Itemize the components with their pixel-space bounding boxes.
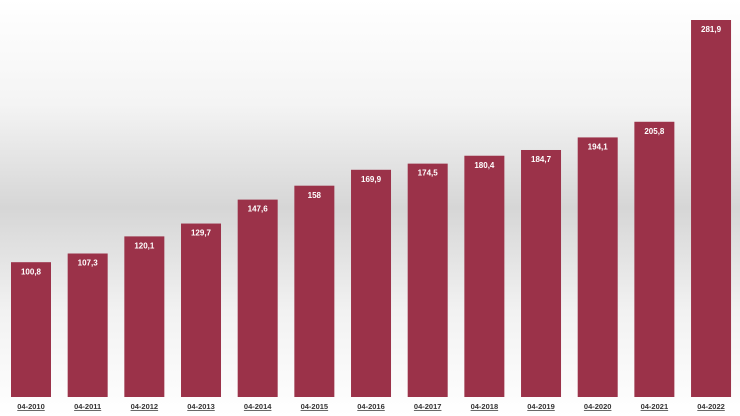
x-tick-label: 04-2019: [527, 402, 555, 411]
x-tick-label: 04-2016: [357, 402, 385, 411]
x-tick-label: 04-2017: [414, 402, 442, 411]
x-tick-label: 04-2018: [471, 402, 499, 411]
value-label: 100,8: [21, 267, 42, 276]
value-label: 169,9: [361, 175, 382, 184]
value-label: 174,5: [418, 169, 439, 178]
value-label: 281,9: [701, 25, 722, 34]
x-tick-label: 04-2015: [301, 402, 329, 411]
bar: [407, 163, 448, 397]
bar: [67, 253, 108, 397]
x-tick-label: 04-2010: [17, 402, 45, 411]
x-tick-label: 04-2012: [131, 402, 159, 411]
x-tick-label: 04-2014: [244, 402, 272, 411]
x-tick-label: 04-2011: [74, 402, 101, 411]
x-tick-label: 04-2020: [584, 402, 612, 411]
value-label: 129,7: [191, 229, 212, 238]
value-label: 158: [308, 191, 322, 200]
bar: [521, 149, 562, 397]
value-label: 107,3: [78, 259, 99, 268]
x-tick-label: 04-2021: [641, 402, 669, 411]
value-label: 205,8: [644, 127, 665, 136]
bar: [237, 199, 278, 397]
bar: [351, 169, 392, 397]
bar: [11, 262, 51, 397]
x-tick-label: 04-2013: [187, 402, 215, 411]
value-label: 120,1: [134, 241, 155, 250]
bar: [634, 121, 675, 397]
value-label: 184,7: [531, 155, 552, 164]
value-label: 147,6: [248, 205, 269, 214]
bar: [124, 236, 165, 397]
bar: [464, 155, 505, 397]
x-tick-label: 04-2022: [697, 402, 725, 411]
bar: [294, 185, 335, 397]
bar: [577, 137, 618, 397]
value-label: 180,4: [474, 161, 495, 170]
bar: [691, 20, 732, 397]
value-label: 194,1: [588, 143, 609, 152]
bar: [181, 223, 222, 397]
